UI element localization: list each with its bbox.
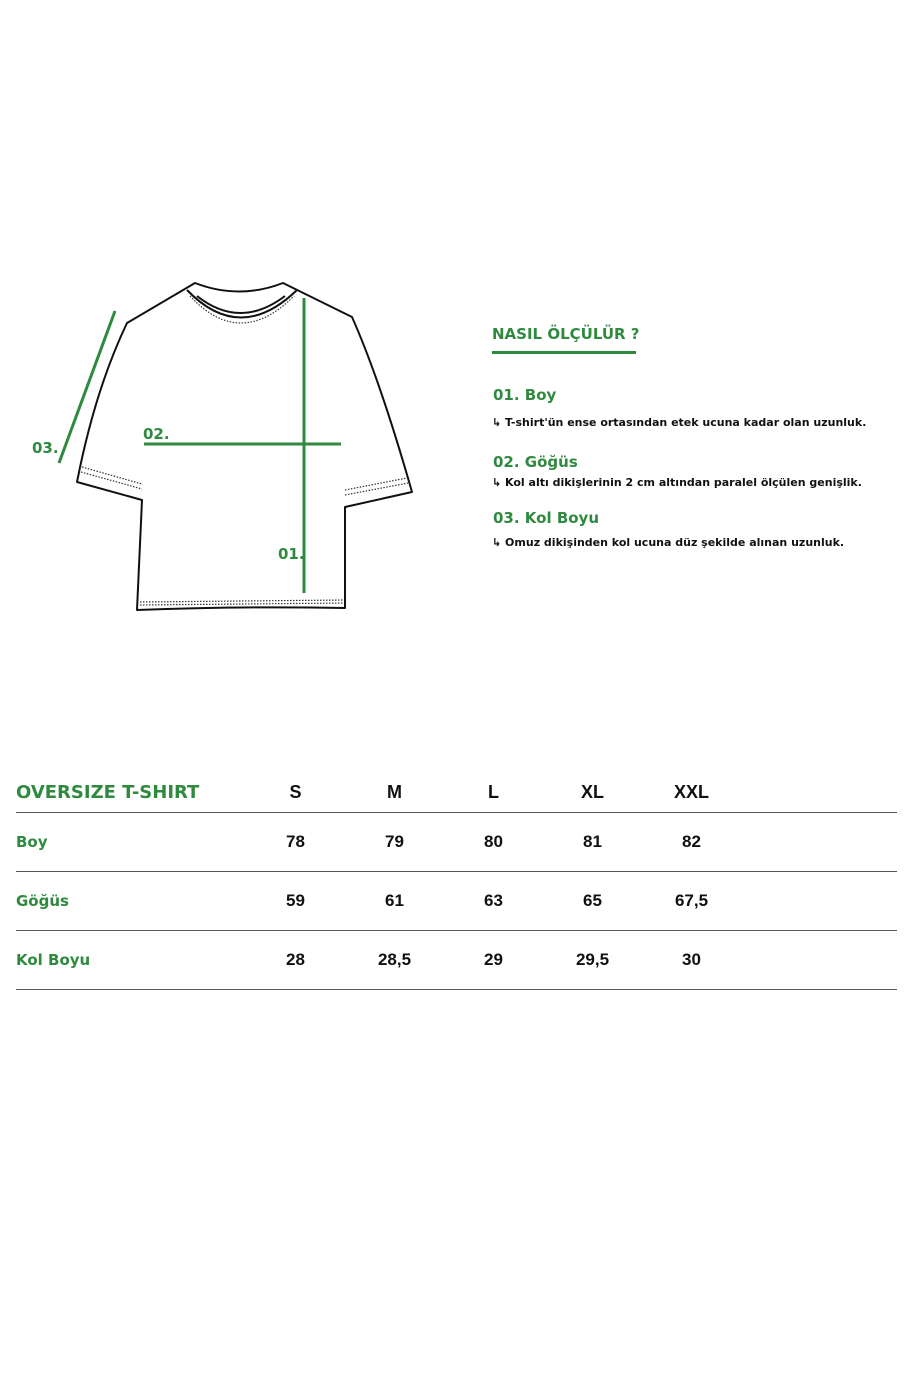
cell: 29,5 <box>543 930 642 990</box>
label-03: 03. <box>32 439 59 457</box>
table-header: OVERSIZE T-SHIRT S M L XL XXL <box>16 772 897 813</box>
cell: 67,5 <box>642 871 741 931</box>
cell: 82 <box>642 812 741 872</box>
cell: 81 <box>543 812 642 872</box>
size-table: OVERSIZE T-SHIRT S M L XL XXL Boy 78 79 … <box>16 772 897 990</box>
measure-title-boy: 01. Boy <box>493 386 557 404</box>
cell: 63 <box>444 871 543 931</box>
label-02: 02. <box>143 425 170 443</box>
cell: 59 <box>246 871 345 931</box>
cell: 28,5 <box>345 930 444 990</box>
measure-title-gogus: 02. Göğüs <box>493 453 578 471</box>
measure-desc-boy: ↳ T-shirt'ün ense ortasından etek ucuna … <box>492 416 867 429</box>
cell: 65 <box>543 871 642 931</box>
collar <box>186 289 298 319</box>
measure-desc-gogus: ↳ Kol altı dikişlerinin 2 cm altından pa… <box>492 476 862 489</box>
cell: 28 <box>246 930 345 990</box>
label-01: 01. <box>278 545 305 563</box>
header-size: XXL <box>642 772 741 813</box>
measure-title-kol: 03. Kol Boyu <box>493 509 600 527</box>
sleeve-length-line <box>57 310 117 464</box>
cell: 29 <box>444 930 543 990</box>
cell: 79 <box>345 812 444 872</box>
row-label: Göğüs <box>16 871 246 931</box>
row-label: Kol Boyu <box>16 930 246 990</box>
stitching <box>80 295 409 606</box>
tshirt-outline <box>76 282 413 611</box>
header-size: L <box>444 772 543 813</box>
header-size: XL <box>543 772 642 813</box>
table-row: Kol Boyu 28 28,5 29 29,5 30 <box>16 930 897 990</box>
title-underline <box>492 351 636 354</box>
table-row: Boy 78 79 80 81 82 <box>16 812 897 872</box>
measure-desc-kol: ↳ Omuz dikişinden kol ucuna düz şekilde … <box>492 536 845 549</box>
howto-title: NASIL ÖLÇÜLÜR ? <box>492 325 640 343</box>
tshirt-diagram <box>57 282 413 611</box>
cell: 61 <box>345 871 444 931</box>
header-size: S <box>246 772 345 813</box>
header-product: OVERSIZE T-SHIRT <box>16 772 246 813</box>
row-label: Boy <box>16 812 246 872</box>
cell: 80 <box>444 812 543 872</box>
header-size: M <box>345 772 444 813</box>
cell: 30 <box>642 930 741 990</box>
table-row: Göğüs 59 61 63 65 67,5 <box>16 871 897 931</box>
cell: 78 <box>246 812 345 872</box>
